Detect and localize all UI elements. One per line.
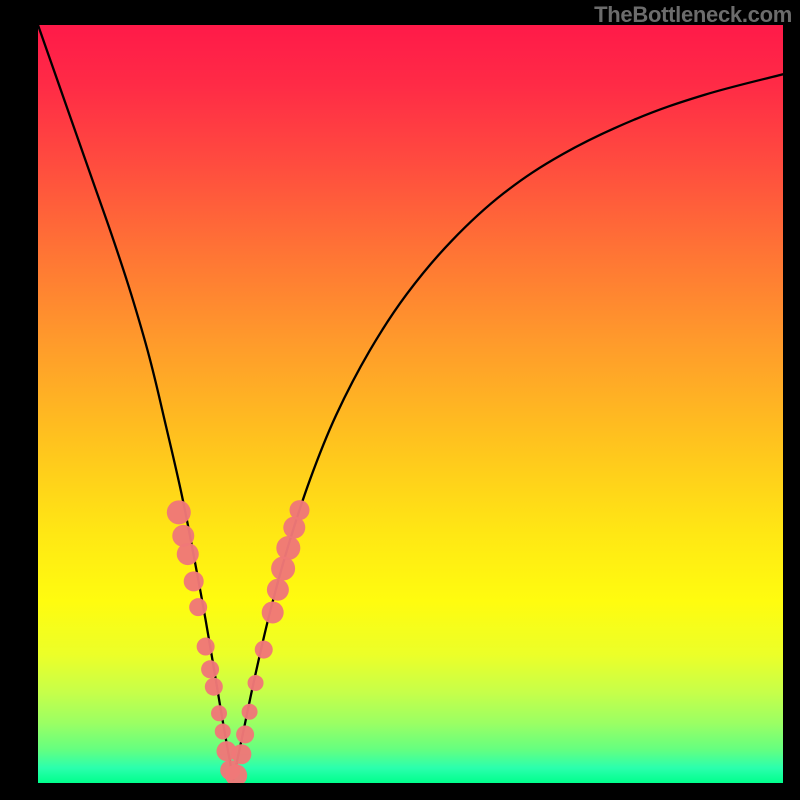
chart-plot-area <box>38 25 783 783</box>
scatter-point <box>255 641 273 659</box>
scatter-point <box>271 556 295 580</box>
scatter-point <box>177 543 199 565</box>
chart-overlay-svg <box>38 25 783 783</box>
scatter-series <box>167 500 310 783</box>
scatter-point <box>248 675 264 691</box>
scatter-point <box>211 705 227 721</box>
scatter-point <box>215 723 231 739</box>
scatter-point <box>283 517 305 539</box>
scatter-point <box>231 744 251 764</box>
scatter-point <box>242 704 258 720</box>
scatter-point <box>167 500 191 524</box>
curve-right-branch <box>233 74 783 779</box>
scatter-point <box>189 598 207 616</box>
scatter-point <box>201 660 219 678</box>
scatter-point <box>276 536 300 560</box>
scatter-point <box>267 579 289 601</box>
scatter-point <box>205 678 223 696</box>
scatter-point <box>184 571 204 591</box>
scatter-point <box>290 500 310 520</box>
watermark-label: TheBottleneck.com <box>594 2 792 28</box>
scatter-point <box>262 601 284 623</box>
scatter-point <box>197 638 215 656</box>
scatter-point <box>236 725 254 743</box>
